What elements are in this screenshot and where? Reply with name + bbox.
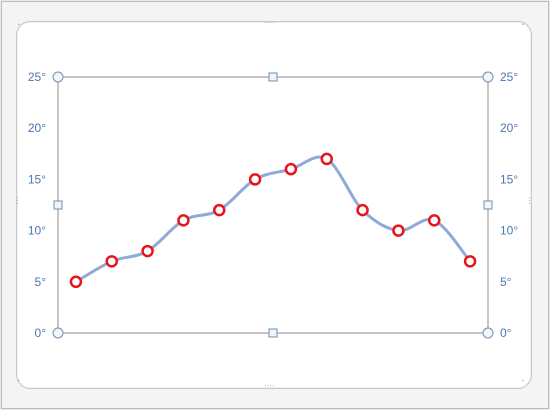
- corner-selection-handle[interactable]: [52, 327, 64, 339]
- data-point-marker: [320, 152, 333, 166]
- right-y-tick-label: 10°: [500, 224, 518, 238]
- right-y-tick-label: 0°: [500, 326, 512, 340]
- data-point-marker: [356, 203, 369, 217]
- bottom-left-corner-grip[interactable]: ⠂: [17, 377, 23, 386]
- corner-selection-handle[interactable]: [482, 327, 494, 339]
- right-resize-grip[interactable]: · · ·: [528, 193, 531, 208]
- left-resize-grip[interactable]: · · ·: [16, 193, 19, 208]
- data-point-marker: [463, 255, 477, 268]
- bottom-resize-grip[interactable]: ····: [264, 381, 275, 390]
- left-y-tick-label: 10°: [28, 224, 46, 238]
- right-y-tick-label: 25°: [500, 70, 518, 84]
- series-line: [74, 155, 472, 284]
- right-y-tick-label: 15°: [500, 172, 518, 186]
- data-point-marker: [213, 203, 226, 217]
- corner-selection-handle[interactable]: [482, 71, 494, 83]
- data-point-marker: [69, 275, 83, 289]
- plot-area-border: [57, 76, 489, 334]
- top-left-corner-grip[interactable]: ⠂: [17, 21, 23, 30]
- side-selection-handle[interactable]: [268, 72, 278, 82]
- side-selection-handle[interactable]: [53, 200, 63, 210]
- data-point-marker: [428, 214, 441, 227]
- data-point-marker: [177, 214, 190, 227]
- data-point-marker: [392, 224, 405, 237]
- right-y-tick-label: 20°: [500, 121, 518, 135]
- data-point-marker: [141, 244, 154, 258]
- right-y-tick-label: 5°: [500, 275, 512, 289]
- left-y-tick-label: 25°: [28, 70, 46, 84]
- data-point-marker: [105, 255, 118, 268]
- bottom-right-corner-grip[interactable]: ⠂: [521, 377, 527, 386]
- side-selection-handle[interactable]: [268, 328, 278, 338]
- left-y-tick-label: 0°: [35, 326, 47, 340]
- side-selection-handle[interactable]: [483, 200, 493, 210]
- left-y-tick-label: 5°: [35, 275, 47, 289]
- left-y-tick-label: 15°: [28, 172, 46, 186]
- top-resize-grip[interactable]: ····: [264, 18, 275, 27]
- top-right-corner-grip[interactable]: ⠂: [521, 21, 527, 30]
- left-y-tick-label: 20°: [28, 121, 46, 135]
- corner-selection-handle[interactable]: [52, 71, 64, 83]
- data-point-marker: [248, 173, 262, 186]
- chart-area[interactable]: [16, 21, 532, 389]
- data-point-marker: [284, 162, 298, 176]
